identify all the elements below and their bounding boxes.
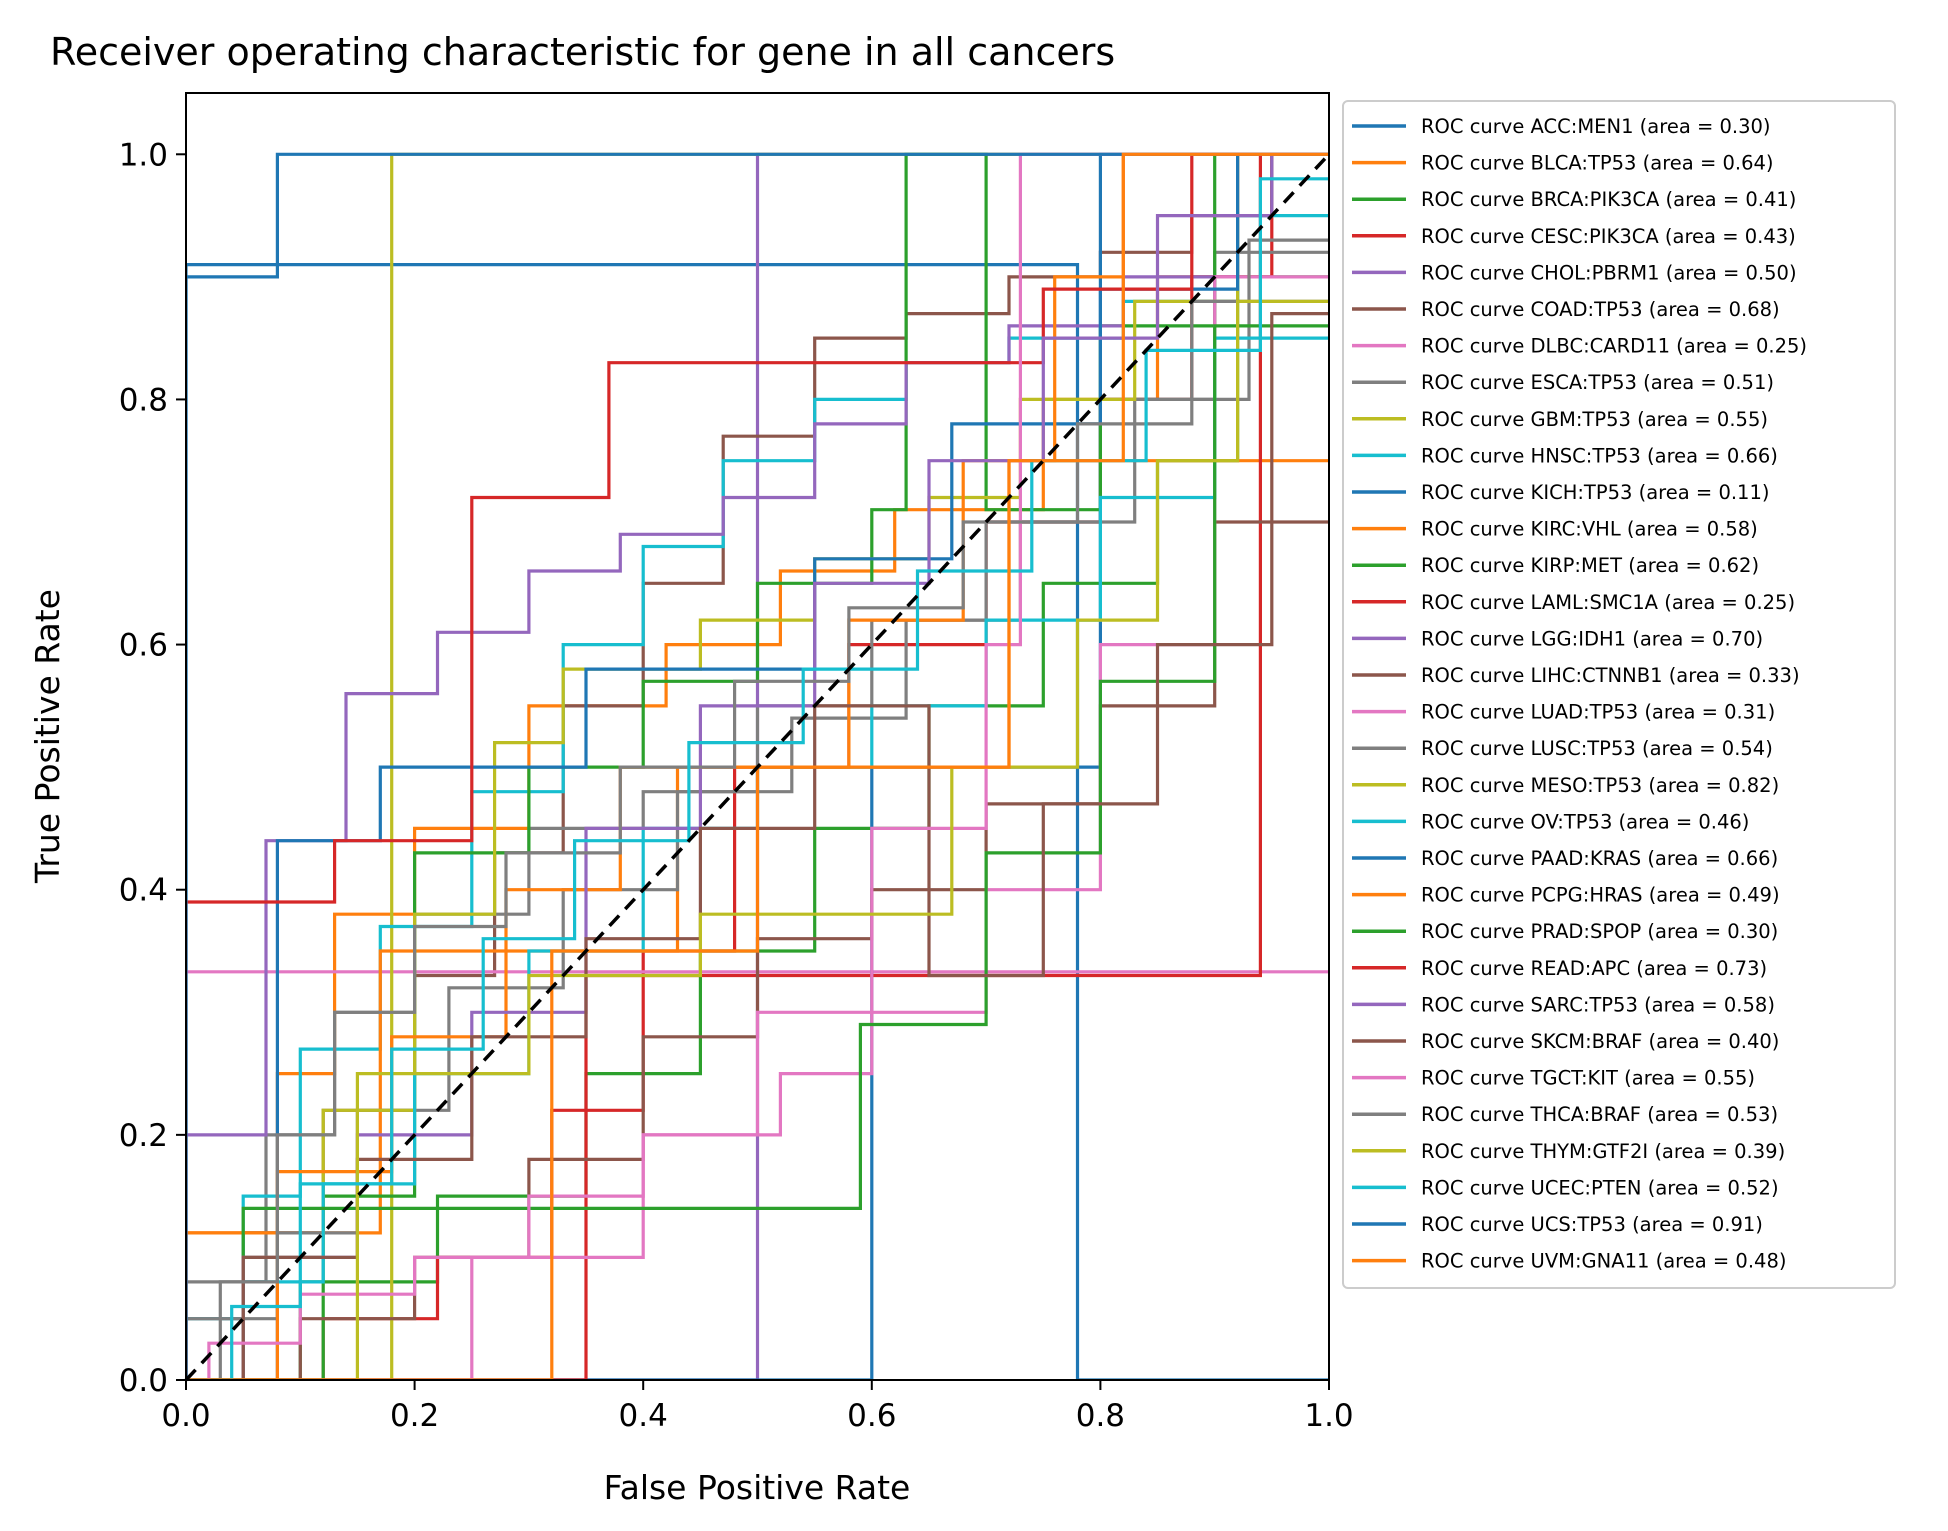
y-tick-label: 0.2 (119, 1118, 168, 1154)
legend-label-24: ROC curve SARC:TP53 (area = 0.58) (1421, 993, 1775, 1016)
plot-frame (185, 92, 1330, 1381)
legend-label-1: ROC curve BLCA:TP53 (area = 0.64) (1421, 152, 1774, 175)
legend-label-11: ROC curve KIRC:VHL (area = 0.58) (1421, 518, 1758, 541)
roc-series-1 (186, 152, 1329, 1380)
legend-label-23: ROC curve READ:APC (area = 0.73) (1421, 957, 1767, 980)
roc-series-17 (186, 238, 1329, 1380)
legend-label-30: ROC curve UCS:TP53 (area = 0.91) (1421, 1213, 1763, 1236)
legend-label-21: ROC curve PCPG:HRAS (area = 0.49) (1421, 884, 1780, 907)
legend-label-20: ROC curve PAAD:KRAS (area = 0.66) (1421, 847, 1778, 870)
legend-label-29: ROC curve UCEC:PTEN (area = 0.52) (1421, 1176, 1779, 1199)
y-tick-label: 0.0 (119, 1363, 168, 1399)
legend-label-26: ROC curve TGCT:KIT (area = 0.55) (1421, 1067, 1755, 1090)
legend-box (1342, 100, 1896, 1289)
legend-label-25: ROC curve SKCM:BRAF (area = 0.40) (1421, 1030, 1779, 1053)
roc-series-23 (186, 152, 1329, 1380)
x-tick-label: 1.0 (1304, 1398, 1353, 1434)
y-axis: 0.0 0.2 0.4 0.6 0.8 1.0 (119, 137, 186, 1399)
y-tick-label: 0.6 (119, 628, 168, 664)
roc-series-31 (186, 152, 1329, 1380)
legend-label-6: ROC curve DLBC:CARD11 (area = 0.25) (1421, 335, 1807, 358)
x-axis: 0.0 0.2 0.4 0.6 0.8 1.0 (161, 1380, 1354, 1434)
x-tick-label: 0.8 (1076, 1398, 1125, 1434)
chart-title: Receiver operating characteristic for ge… (50, 30, 1115, 74)
legend-label-9: ROC curve HNSC:TP53 (area = 0.66) (1421, 444, 1778, 467)
legend-label-16: ROC curve LUAD:TP53 (area = 0.31) (1421, 701, 1775, 724)
legend: ROC curve ACC:MEN1 (area = 0.30) ROC curv… (1342, 100, 1896, 1289)
legend-label-3: ROC curve CESC:PIK3CA (area = 0.43) (1421, 225, 1796, 248)
roc-series-0 (186, 263, 1329, 1380)
legend-label-18: ROC curve MESO:TP53 (area = 0.82) (1421, 774, 1779, 797)
x-axis-label: False Positive Rate (604, 1468, 911, 1507)
plot-area (186, 152, 1329, 1380)
legend-label-31: ROC curve UVM:GNA11 (area = 0.48) (1421, 1250, 1786, 1273)
y-tick-label: 0.8 (119, 382, 168, 418)
y-axis-label: True Positive Rate (28, 589, 67, 884)
y-tick-label: 0.4 (119, 873, 168, 909)
x-tick-label: 0.2 (390, 1398, 439, 1434)
legend-label-22: ROC curve PRAD:SPOP (area = 0.30) (1421, 920, 1778, 943)
legend-label-28: ROC curve THYM:GTF2I (area = 0.39) (1421, 1140, 1785, 1163)
roc-series-29 (186, 177, 1329, 1380)
x-tick-label: 0.4 (619, 1398, 668, 1434)
roc-series-22 (186, 324, 1329, 1380)
x-tick-label: 0.0 (161, 1398, 210, 1434)
legend-label-14: ROC curve LGG:IDH1 (area = 0.70) (1421, 627, 1763, 650)
legend-label-8: ROC curve GBM:TP53 (area = 0.55) (1421, 408, 1768, 431)
legend-label-13: ROC curve LAML:SMC1A (area = 0.25) (1421, 591, 1795, 614)
legend-label-15: ROC curve LIHC:CTNNB1 (area = 0.33) (1421, 664, 1800, 687)
legend-label-2: ROC curve BRCA:PIK3CA (area = 0.41) (1421, 188, 1796, 211)
legend-label-7: ROC curve ESCA:TP53 (area = 0.51) (1421, 371, 1774, 394)
legend-label-4: ROC curve CHOL:PBRM1 (area = 0.50) (1421, 261, 1797, 284)
x-tick-label: 0.6 (847, 1398, 896, 1434)
y-tick-label: 1.0 (119, 137, 168, 173)
roc-series-27 (186, 299, 1329, 1380)
chance-diagonal (184, 153, 1331, 1382)
legend-label-19: ROC curve OV:TP53 (area = 0.46) (1421, 810, 1749, 833)
legend-label-10: ROC curve KICH:TP53 (area = 0.11) (1421, 481, 1769, 504)
legend-label-17: ROC curve LUSC:TP53 (area = 0.54) (1421, 737, 1773, 760)
legend-label-5: ROC curve COAD:TP53 (area = 0.68) (1421, 298, 1780, 321)
legend-label-27: ROC curve THCA:BRAF (area = 0.53) (1421, 1103, 1778, 1126)
legend-label-0: ROC curve ACC:MEN1 (area = 0.30) (1421, 115, 1771, 138)
legend-label-12: ROC curve KIRP:MET (area = 0.62) (1421, 554, 1759, 577)
roc-series-26 (186, 152, 1329, 1380)
